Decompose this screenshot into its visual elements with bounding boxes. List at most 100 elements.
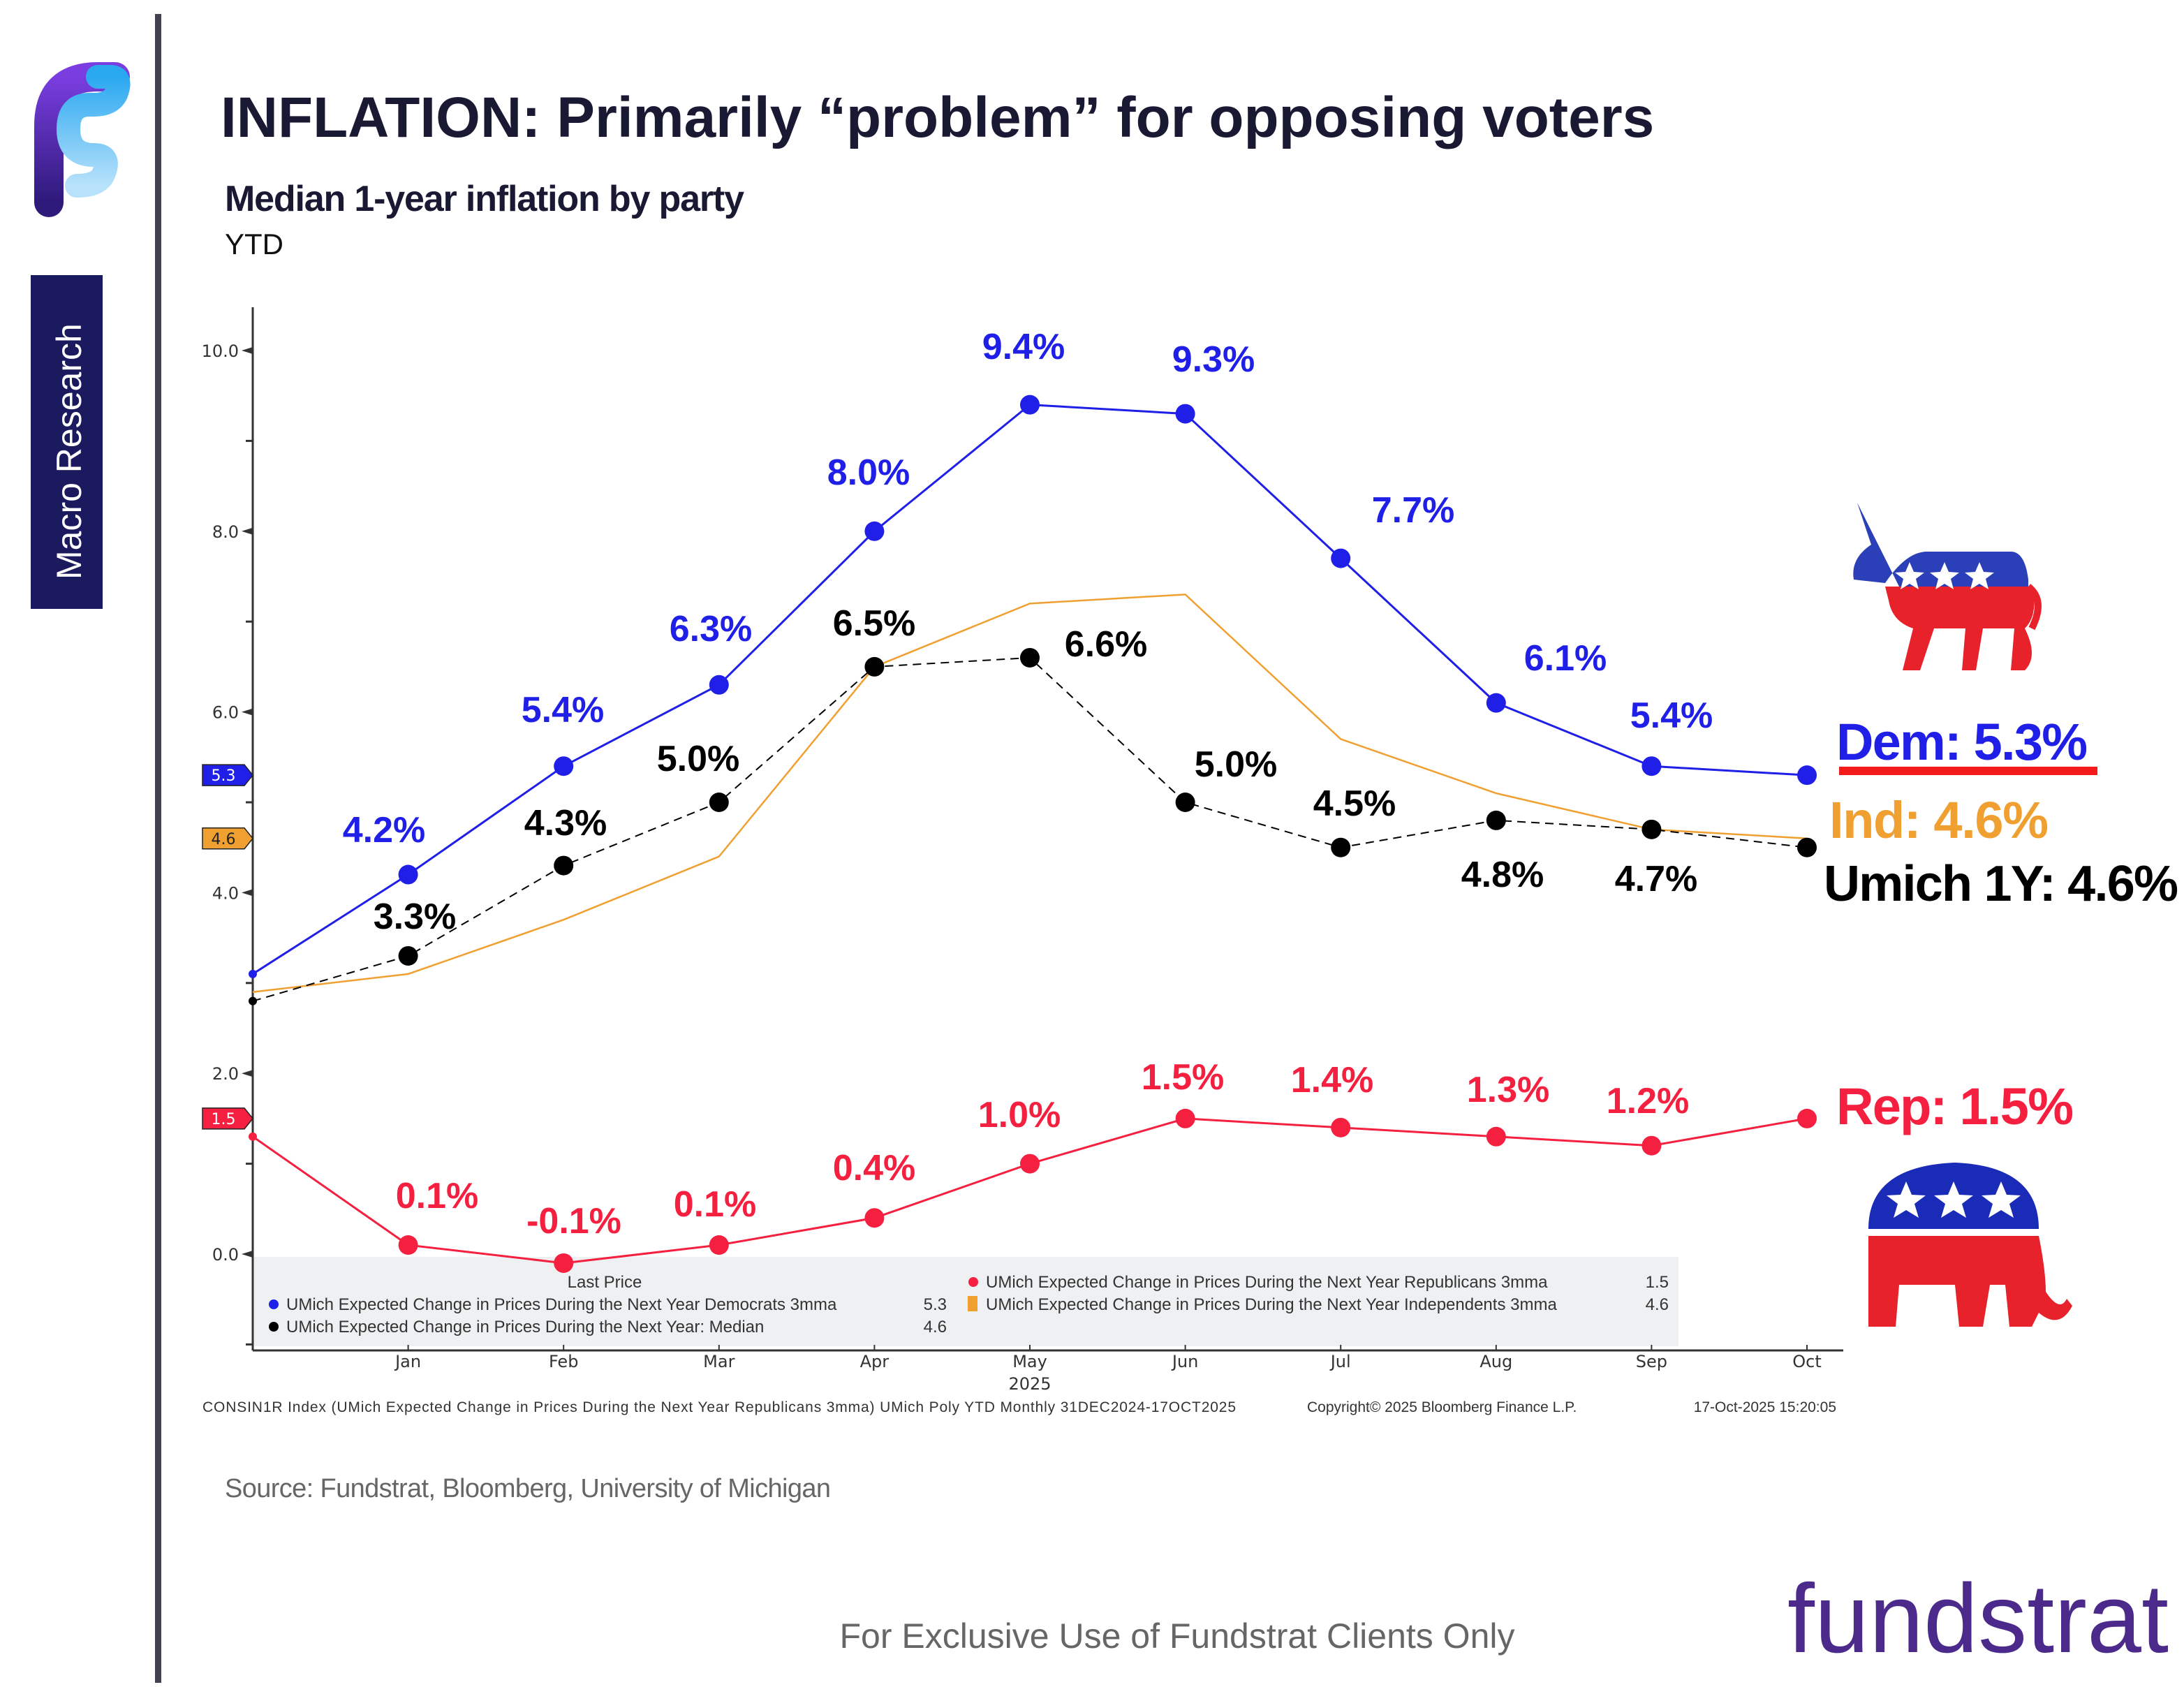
macro-research-badge [31, 275, 103, 609]
rep-data-point [1797, 1108, 1817, 1128]
median-data-label: 4.3% [524, 803, 607, 844]
democrat-donkey-icon [1853, 503, 2042, 670]
rep-data-label: 0.4% [833, 1148, 916, 1188]
dem-data-point [1641, 756, 1662, 776]
median-data-label: 4.8% [1461, 855, 1544, 895]
x-tick-label: Jun [1171, 1352, 1199, 1371]
line-chart: 10.0 8.0 6.0 4.0 2.0 0.0 Jan Feb Mar Apr May Jun Jul… [202, 307, 1843, 1415]
y-tick [242, 347, 253, 354]
rep-data-point [249, 1132, 257, 1141]
legend-label: UMich Expected Change in Prices During t… [286, 1295, 837, 1314]
ind-axis-badge-value: 4.6 [212, 831, 236, 848]
legend-box [254, 1257, 1678, 1346]
x-tick-label: Oct [1792, 1352, 1822, 1371]
page-title: INFLATION: Primarily “problem” for oppos… [221, 86, 1654, 149]
sidebar-divider [155, 14, 161, 1683]
dem-data-point [249, 969, 257, 978]
median-data-label: 6.5% [833, 603, 916, 644]
dem-data-point [1020, 395, 1040, 415]
rep-series-line [252, 1117, 1808, 1265]
rep-data-label: 0.1% [674, 1184, 757, 1225]
x-tick-label: Apr [860, 1352, 890, 1371]
rep-data-label: 1.4% [1291, 1060, 1374, 1100]
copyright: Copyright© 2025 Bloomberg Finance L.P. [1307, 1399, 1577, 1415]
y-tick-label: 4.0 [212, 883, 239, 903]
legend-item-median: UMich Expected Change in Prices During t… [269, 1318, 947, 1336]
legend-label: UMich Expected Change in Prices During t… [986, 1273, 1548, 1292]
rep-axis-badge [202, 1107, 253, 1130]
rep-data-point [1331, 1117, 1351, 1137]
dem-data-label: 6.3% [670, 609, 753, 649]
x-tick-label: Aug [1480, 1352, 1512, 1371]
ind-series-line [252, 594, 1808, 993]
dem-data-point [1486, 693, 1506, 713]
median-annotation: Umich 1Y: 4.6% [1824, 856, 2178, 912]
disclaimer: For Exclusive Use of Fundstrat Clients O… [840, 1616, 1515, 1656]
dem-axis-badge [202, 764, 253, 786]
ind-axis-badge [202, 827, 253, 850]
legend-label: UMich Expected Change in Prices During t… [286, 1318, 764, 1336]
median-data-point [1020, 647, 1040, 668]
x-tick-label: Jul [1329, 1352, 1351, 1371]
x-tick-label: Jan [394, 1352, 421, 1371]
y-tick [242, 889, 253, 897]
median-data-label: 5.0% [1195, 744, 1278, 785]
median-data-point [1641, 819, 1662, 839]
dem-data-label: 4.2% [343, 810, 426, 850]
legend-last-value: 5.3 [924, 1295, 947, 1314]
median-data-label: 3.3% [374, 897, 457, 937]
source-note: Source: Fundstrat, Bloomberg, University… [225, 1474, 831, 1503]
republican-elephant-icon [1868, 1163, 2072, 1327]
rep-data-label: 1.5% [1142, 1057, 1225, 1098]
ticker-line: CONSIN1R Index (UMich Expected Change in… [202, 1399, 1236, 1415]
rep-data-label: 1.0% [978, 1095, 1061, 1135]
y-tick-label: 8.0 [212, 522, 239, 542]
y-tick [242, 1251, 253, 1258]
dem-data-label: 9.4% [982, 327, 1065, 367]
dem-series-line [252, 404, 1808, 975]
rep-data-label: 1.2% [1607, 1081, 1690, 1121]
dem-data-label: 6.1% [1524, 638, 1607, 679]
dem-axis-badge-value: 5.3 [212, 767, 236, 785]
rep-annotation: Rep: 1.5% [1836, 1077, 2074, 1135]
fundstrat-logo-icon [34, 62, 131, 217]
median-data-label: 5.0% [657, 739, 740, 779]
y-tick-label: 0.0 [212, 1245, 239, 1265]
median-data-label: 4.5% [1313, 783, 1396, 824]
dem-data-point [398, 864, 418, 885]
y-tick [242, 708, 253, 716]
legend-item-dem: UMich Expected Change in Prices During t… [269, 1295, 947, 1314]
dem-data-point [709, 675, 729, 695]
median-data-label: 4.7% [1615, 859, 1698, 899]
legend-swatch [269, 1322, 279, 1332]
x-year-label: 2025 [1008, 1374, 1051, 1394]
fundstrat-wordmark: fundstrat [1787, 1563, 2169, 1673]
dem-data-point [864, 521, 885, 541]
y-tick-label: 2.0 [212, 1064, 239, 1084]
dem-data-label: 9.3% [1172, 339, 1255, 380]
macro-research-label: Macro Research [50, 323, 89, 580]
x-tick-label: May [1012, 1352, 1047, 1371]
chart-period: YTD [225, 228, 283, 260]
x-tick-label: Sep [1636, 1352, 1667, 1371]
y-tick [242, 1070, 253, 1077]
median-data-point [1797, 837, 1817, 857]
rep-data-point [398, 1235, 418, 1255]
dem-data-label: 7.7% [1372, 490, 1455, 531]
rep-data-point [1486, 1126, 1506, 1147]
legend-header: Last Price [568, 1273, 642, 1292]
rep-data-point [864, 1208, 885, 1228]
dem-data-point [1175, 404, 1195, 424]
chart-subtitle: Median 1-year inflation by party [225, 179, 744, 219]
median-series-line [252, 656, 1808, 1002]
dem-data-label: 5.4% [522, 690, 605, 730]
dem-data-point [1797, 765, 1817, 786]
median-data-point [249, 996, 257, 1005]
median-data-label: 6.6% [1065, 624, 1148, 665]
median-data-point [864, 656, 885, 677]
y-tick-label: 6.0 [212, 703, 239, 723]
legend-swatch [968, 1296, 977, 1311]
legend-swatch [269, 1299, 279, 1309]
y-tick [242, 527, 253, 535]
